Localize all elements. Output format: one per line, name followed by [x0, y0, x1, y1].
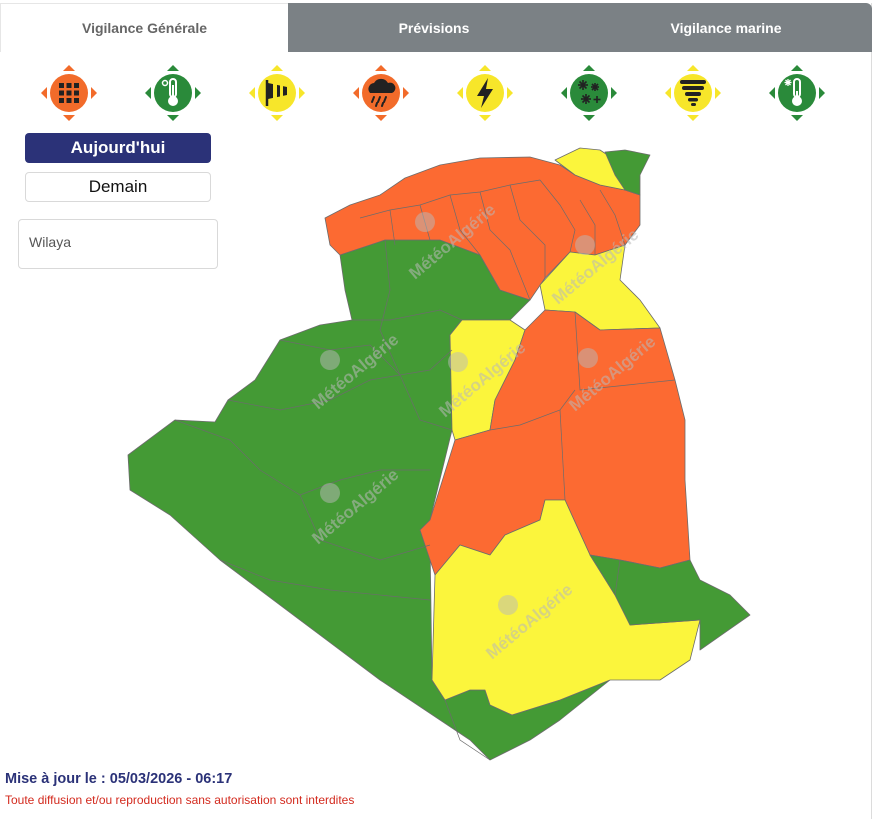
tab-bar: Vigilance Générale Prévisions Vigilance … — [0, 3, 872, 52]
tab-vigilance-generale[interactable]: Vigilance Générale — [0, 3, 288, 52]
hazard-thermometer-cold-icon[interactable] — [767, 63, 827, 123]
hazard-windsock-icon[interactable] — [247, 63, 307, 123]
hazard-tornado-icon[interactable] — [663, 63, 723, 123]
watermark-logo-icon — [320, 212, 598, 615]
tab-vigilance-marine[interactable]: Vigilance marine — [580, 3, 872, 52]
wilaya-select[interactable]: Wilaya — [18, 219, 218, 269]
region-yellow-south[interactable] — [431, 499, 701, 716]
copyright-notice: Toute diffusion et/ou reproduction sans … — [5, 793, 355, 807]
region-green-northeast[interactable] — [604, 149, 651, 196]
region-orange-north[interactable] — [324, 156, 641, 301]
vigilance-map[interactable]: MétéoAlgérie MétéoAlgérie MétéoAlgérie M… — [120, 140, 760, 780]
hazard-lightning-icon[interactable] — [455, 63, 515, 123]
hazard-grid-icon[interactable] — [39, 63, 99, 123]
tomorrow-button[interactable]: Demain — [25, 172, 211, 202]
hazard-thermometer-hot-icon[interactable] — [143, 63, 203, 123]
hazard-snowflakes-icon[interactable] — [559, 63, 619, 123]
hazard-rain-cloud-icon[interactable] — [351, 63, 411, 123]
today-button[interactable]: Aujourd'hui — [25, 133, 211, 163]
last-updated: Mise à jour le : 05/03/2026 - 06:17 — [5, 771, 233, 787]
panel-frame — [0, 3, 872, 819]
region-green-southeast[interactable] — [589, 554, 751, 651]
tab-previsions[interactable]: Prévisions — [288, 3, 580, 52]
